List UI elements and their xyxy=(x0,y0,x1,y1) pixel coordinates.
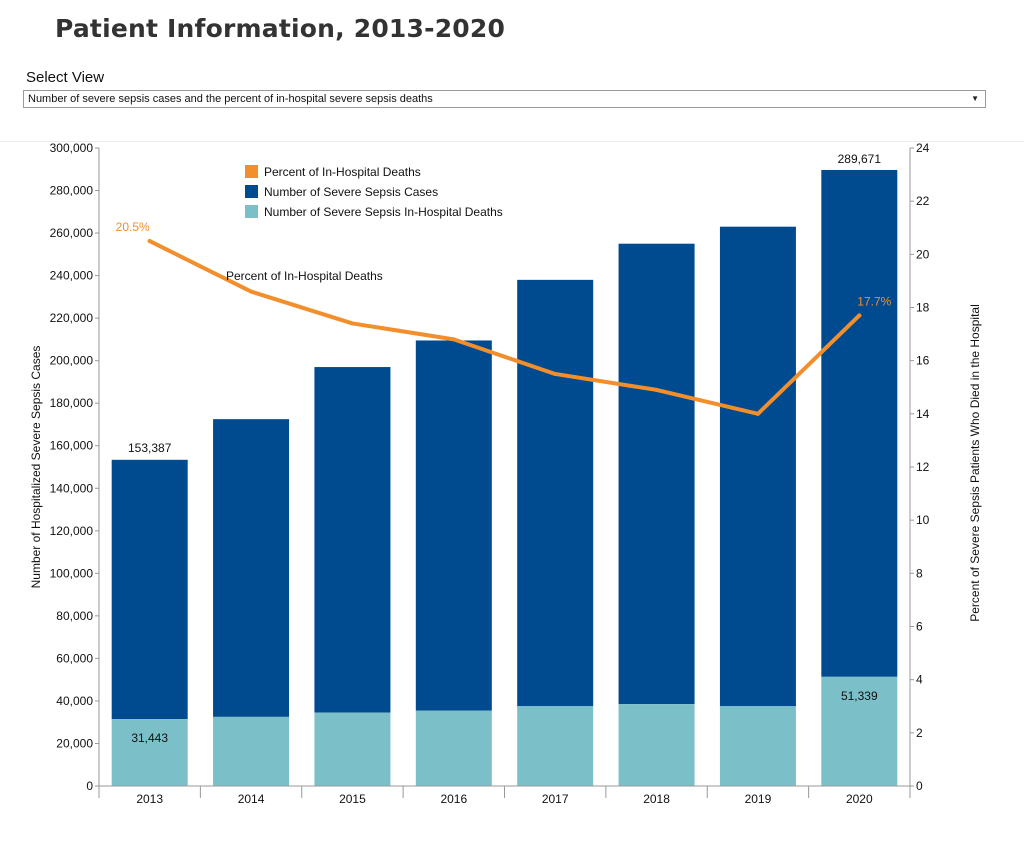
y-tick-label: 80,000 xyxy=(56,609,93,623)
bar-severe-sepsis-cases-2019[interactable] xyxy=(719,226,796,707)
y-tick-label: 200,000 xyxy=(50,354,94,368)
y2-tick-label: 24 xyxy=(916,141,930,155)
legend-entry-2: Number of Severe Sepsis In-Hospital Deat… xyxy=(264,205,503,219)
x-tick-label: 2017 xyxy=(542,792,569,806)
legend-entry-1: Number of Severe Sepsis Cases xyxy=(264,185,438,199)
x-tick-label: 2013 xyxy=(136,792,163,806)
bar-in-hospital-deaths-2018[interactable] xyxy=(618,704,695,786)
view-select-value: Number of severe sepsis cases and the pe… xyxy=(28,93,433,105)
y2-tick-label: 8 xyxy=(916,566,923,580)
bar-severe-sepsis-cases-2015[interactable] xyxy=(314,367,391,713)
y-tick-label: 20,000 xyxy=(56,736,93,750)
y-tick-label: 300,000 xyxy=(50,141,94,155)
y2-tick-label: 6 xyxy=(916,620,923,634)
data-label-deaths-2013: 31,443 xyxy=(131,731,168,745)
page-title: Patient Information, 2013-2020 xyxy=(55,14,506,43)
data-label-percent-2013: 20.5% xyxy=(116,220,150,234)
x-tick-label: 2019 xyxy=(745,792,772,806)
y-tick-label: 280,000 xyxy=(50,184,94,198)
y2-tick-label: 18 xyxy=(916,301,930,315)
y-tick-label: 140,000 xyxy=(50,481,94,495)
bar-severe-sepsis-cases-2017[interactable] xyxy=(517,279,594,707)
y-tick-label: 120,000 xyxy=(50,524,94,538)
y-tick-label: 180,000 xyxy=(50,396,94,410)
data-label-deaths-2020: 51,339 xyxy=(841,689,878,703)
bar-severe-sepsis-cases-2020[interactable] xyxy=(821,169,898,677)
y-tick-label: 0 xyxy=(86,779,93,793)
bar-in-hospital-deaths-2016[interactable] xyxy=(415,710,492,786)
y-tick-label: 260,000 xyxy=(50,226,94,240)
legend-entry-0: Percent of In-Hospital Deaths xyxy=(264,165,421,179)
legend-swatch-0 xyxy=(245,165,258,178)
y2-tick-label: 10 xyxy=(916,513,930,527)
y-tick-label: 40,000 xyxy=(56,694,93,708)
bar-in-hospital-deaths-2013[interactable] xyxy=(111,719,188,786)
line-annotation: Percent of In-Hospital Deaths xyxy=(226,269,383,283)
y2-tick-label: 14 xyxy=(916,407,930,421)
data-label-cases-2020: 289,671 xyxy=(838,152,882,166)
x-tick-label: 2018 xyxy=(643,792,670,806)
y-tick-label: 100,000 xyxy=(50,566,94,580)
y2-tick-label: 4 xyxy=(916,673,923,687)
x-tick-label: 2016 xyxy=(440,792,467,806)
bar-in-hospital-deaths-2019[interactable] xyxy=(719,706,796,786)
percent-point-2016[interactable] xyxy=(451,337,456,342)
percent-point-2020[interactable] xyxy=(857,313,862,318)
bar-severe-sepsis-cases-2016[interactable] xyxy=(415,340,492,711)
y2-tick-label: 2 xyxy=(916,726,923,740)
y-tick-label: 220,000 xyxy=(50,311,94,325)
percent-point-2014[interactable] xyxy=(249,289,254,294)
legend-swatch-1 xyxy=(245,185,258,198)
x-tick-label: 2020 xyxy=(846,792,873,806)
bar-severe-sepsis-cases-2013[interactable] xyxy=(111,459,188,720)
percent-point-2015[interactable] xyxy=(350,321,355,326)
y2-tick-label: 0 xyxy=(916,779,923,793)
y-tick-label: 60,000 xyxy=(56,651,93,665)
y-tick-label: 240,000 xyxy=(50,269,94,283)
y2-axis-title: Percent of Severe Sepsis Patients Who Di… xyxy=(968,304,982,622)
bar-in-hospital-deaths-2020[interactable] xyxy=(821,676,898,786)
y-tick-label: 160,000 xyxy=(50,439,94,453)
data-label-percent-2020: 17.7% xyxy=(857,294,891,308)
percent-point-2013[interactable] xyxy=(147,239,152,244)
y2-tick-label: 12 xyxy=(916,460,930,474)
bar-in-hospital-deaths-2015[interactable] xyxy=(314,712,391,786)
chevron-down-icon[interactable]: ▼ xyxy=(971,94,979,103)
bar-severe-sepsis-cases-2014[interactable] xyxy=(213,419,290,717)
percent-deaths-line[interactable] xyxy=(147,239,862,416)
bar-in-hospital-deaths-2017[interactable] xyxy=(517,706,594,786)
view-select-dropdown[interactable]: Number of severe sepsis cases and the pe… xyxy=(23,90,986,108)
y2-tick-label: 22 xyxy=(916,194,930,208)
data-label-cases-2013: 153,387 xyxy=(128,441,172,455)
x-tick-label: 2014 xyxy=(238,792,265,806)
bar-in-hospital-deaths-2014[interactable] xyxy=(213,716,290,786)
legend-swatch-2 xyxy=(245,205,258,218)
header-divider xyxy=(0,141,1024,142)
percent-point-2018[interactable] xyxy=(654,387,659,392)
bar-severe-sepsis-cases-2018[interactable] xyxy=(618,243,695,705)
y-axis-title: Number of Hospitalized Severe Sepsis Cas… xyxy=(29,346,43,589)
percent-point-2019[interactable] xyxy=(755,411,760,416)
y2-tick-label: 20 xyxy=(916,247,930,261)
y2-tick-label: 16 xyxy=(916,354,930,368)
x-tick-label: 2015 xyxy=(339,792,366,806)
select-view-label: Select View xyxy=(26,69,105,86)
percent-point-2017[interactable] xyxy=(553,371,558,376)
